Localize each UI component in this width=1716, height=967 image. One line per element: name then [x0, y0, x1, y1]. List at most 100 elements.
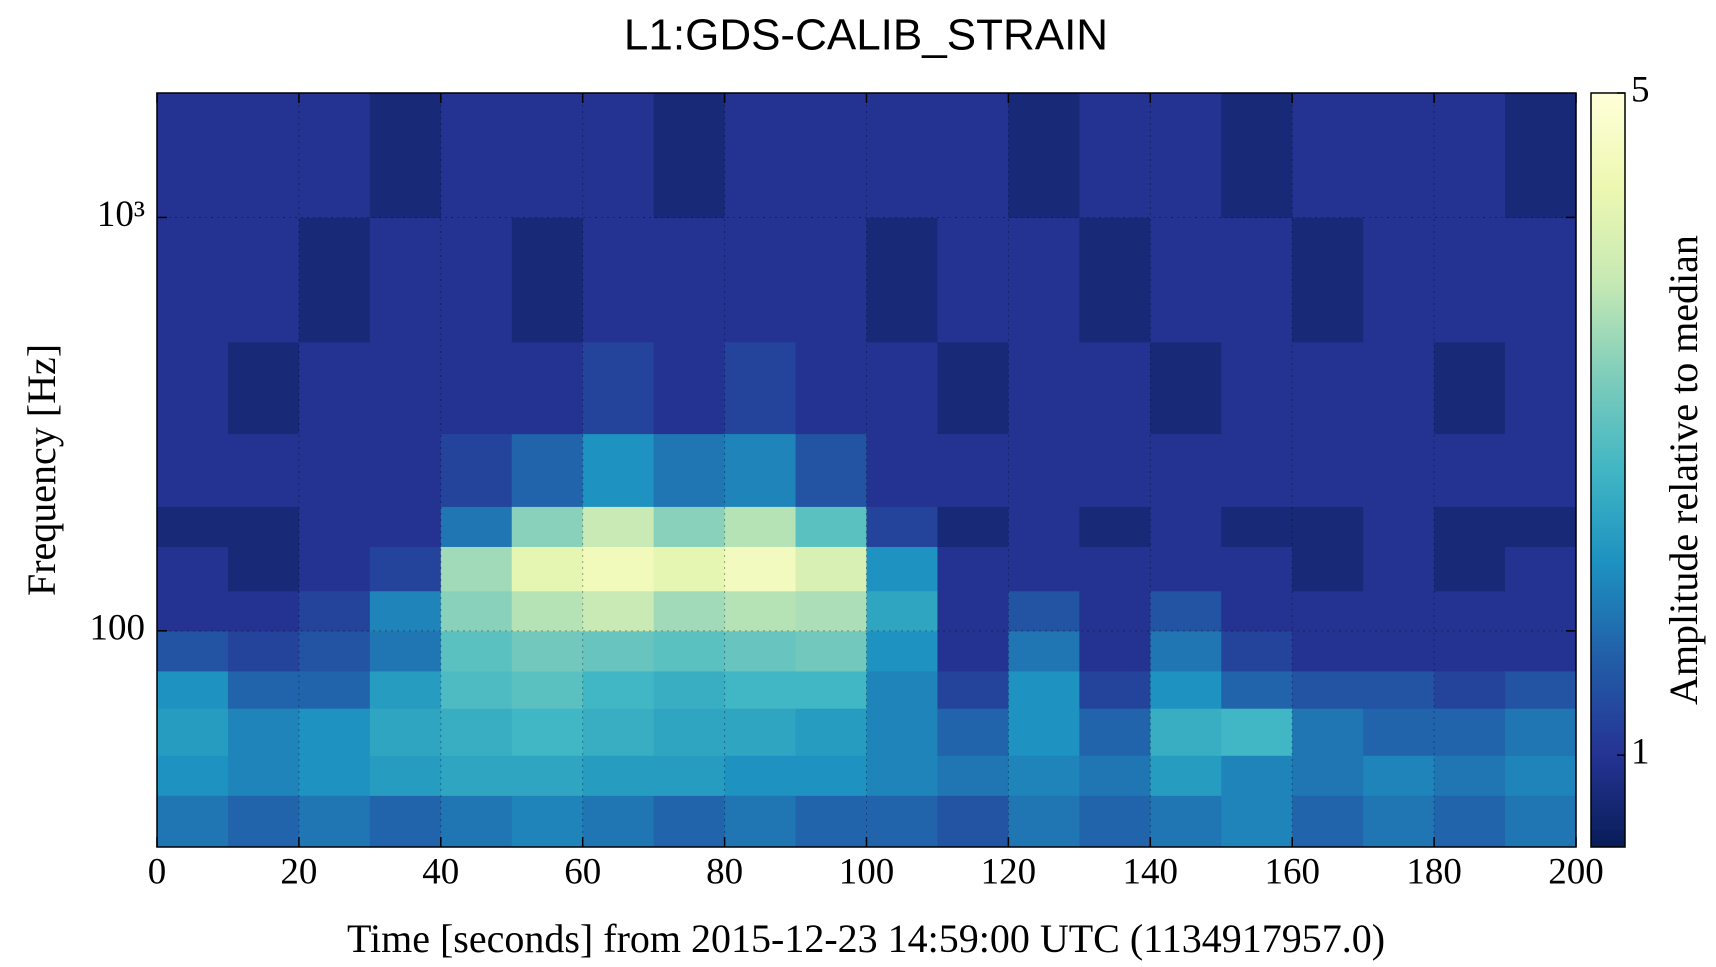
cell	[299, 591, 370, 632]
cell	[1150, 708, 1221, 756]
cell	[1505, 755, 1576, 796]
cell	[1292, 434, 1363, 507]
cell	[1150, 93, 1221, 218]
cell	[725, 546, 796, 591]
cell	[512, 506, 583, 547]
cell	[725, 795, 796, 847]
cell	[157, 708, 228, 756]
cell	[1292, 755, 1363, 796]
cell	[1505, 93, 1576, 218]
cell	[1292, 217, 1363, 342]
cell	[937, 217, 1008, 342]
cell	[583, 755, 654, 796]
cell	[299, 708, 370, 756]
cell	[1079, 434, 1150, 507]
cell	[441, 342, 512, 434]
cell	[1434, 546, 1505, 591]
cell	[1505, 434, 1576, 507]
cell	[1079, 755, 1150, 796]
cell	[725, 671, 796, 709]
cell	[512, 631, 583, 672]
cell	[654, 795, 725, 847]
cell	[228, 93, 299, 218]
cell	[157, 434, 228, 507]
cell	[299, 631, 370, 672]
cell	[583, 546, 654, 591]
cell	[937, 631, 1008, 672]
cell	[1079, 671, 1150, 709]
cell	[1221, 755, 1292, 796]
cell	[725, 631, 796, 672]
cell	[725, 506, 796, 547]
cell	[370, 708, 441, 756]
cell	[1079, 546, 1150, 591]
cell	[157, 546, 228, 591]
cell	[1008, 546, 1079, 591]
cell	[1292, 591, 1363, 632]
cell	[1079, 506, 1150, 547]
cell	[1150, 506, 1221, 547]
chart: L1:GDS-CALIB_STRAIN Time [seconds] from …	[0, 0, 1716, 967]
cell	[796, 342, 867, 434]
cell	[228, 631, 299, 672]
cell	[228, 795, 299, 847]
x-tick-label: 40	[422, 851, 459, 892]
cell	[228, 671, 299, 709]
cell	[725, 93, 796, 218]
cell	[1434, 342, 1505, 434]
cell	[867, 506, 938, 547]
cell	[1363, 217, 1434, 342]
cell	[1079, 795, 1150, 847]
cell	[796, 591, 867, 632]
cell	[1292, 708, 1363, 756]
cell	[157, 755, 228, 796]
cell	[796, 708, 867, 756]
cell	[1221, 93, 1292, 218]
cell	[1150, 342, 1221, 434]
cell	[654, 217, 725, 342]
cell	[867, 755, 938, 796]
cell	[1150, 546, 1221, 591]
cell	[1363, 434, 1434, 507]
cell	[796, 217, 867, 342]
cell	[1363, 671, 1434, 709]
cell	[441, 546, 512, 591]
y-tick-label: 10³	[97, 194, 145, 235]
cell	[1079, 708, 1150, 756]
cell	[1292, 93, 1363, 218]
x-tick-label: 20	[280, 851, 317, 892]
cell	[370, 342, 441, 434]
cell	[512, 795, 583, 847]
x-tick-label: 120	[981, 851, 1037, 892]
cell	[937, 506, 1008, 547]
cell	[157, 93, 228, 218]
colorbar	[1591, 93, 1625, 847]
cell	[370, 631, 441, 672]
cell	[1150, 591, 1221, 632]
cell	[1221, 671, 1292, 709]
cell	[1505, 795, 1576, 847]
cell	[937, 795, 1008, 847]
cell	[725, 708, 796, 756]
cell	[796, 93, 867, 218]
x-axis-label: Time [seconds] from 2015-12-23 14:59:00 …	[347, 916, 1385, 961]
cell	[1008, 506, 1079, 547]
cell	[1505, 217, 1576, 342]
cell	[157, 217, 228, 342]
cell	[583, 795, 654, 847]
cell	[228, 591, 299, 632]
cell	[441, 434, 512, 507]
cell	[937, 671, 1008, 709]
cell	[370, 795, 441, 847]
cell	[1434, 631, 1505, 672]
cell	[1221, 591, 1292, 632]
cell	[1505, 342, 1576, 434]
cell	[1008, 671, 1079, 709]
cell	[583, 342, 654, 434]
cell	[228, 342, 299, 434]
cell	[937, 342, 1008, 434]
cell	[299, 671, 370, 709]
cell	[1363, 342, 1434, 434]
cell	[370, 93, 441, 218]
cell	[1292, 795, 1363, 847]
